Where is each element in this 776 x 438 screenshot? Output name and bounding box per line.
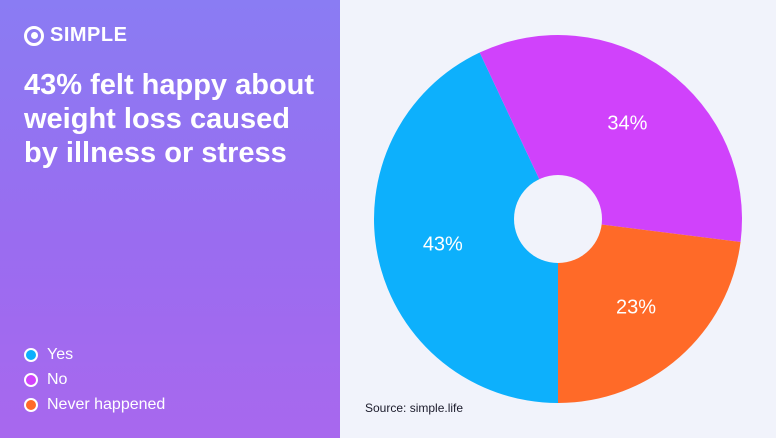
- legend: Yes No Never happened: [24, 342, 165, 417]
- donut-chart: 43% 34% 23%: [374, 35, 742, 404]
- donut-hole: [514, 175, 602, 263]
- legend-swatch-never-happened: [24, 397, 38, 412]
- legend-label-yes: Yes: [47, 345, 74, 363]
- data-label-no: 34%: [607, 113, 647, 135]
- brand: SIMPLE: [24, 24, 127, 47]
- slice-yes: [374, 52, 558, 404]
- simple-logo-icon: [24, 25, 44, 46]
- headline: 43% felt happy about weight loss caused …: [24, 69, 315, 169]
- legend-label-never-happened: Never happened: [47, 395, 166, 413]
- data-label-yes: 43%: [423, 234, 463, 256]
- legend-swatch-yes: [24, 347, 38, 362]
- legend-swatch-no: [24, 372, 38, 387]
- legend-label-no: No: [47, 370, 68, 388]
- slice-never-happened: [558, 219, 741, 404]
- data-label-never-happened: 23%: [616, 297, 656, 319]
- left-panel: SIMPLE 43% felt happy about weight loss …: [0, 0, 340, 438]
- brand-name: SIMPLE: [50, 24, 128, 46]
- legend-item-yes: Yes: [24, 342, 165, 367]
- legend-item-never-happened: Never happened: [24, 392, 165, 417]
- source-note: Source: simple.life: [365, 401, 464, 415]
- legend-item-no: No: [24, 367, 165, 392]
